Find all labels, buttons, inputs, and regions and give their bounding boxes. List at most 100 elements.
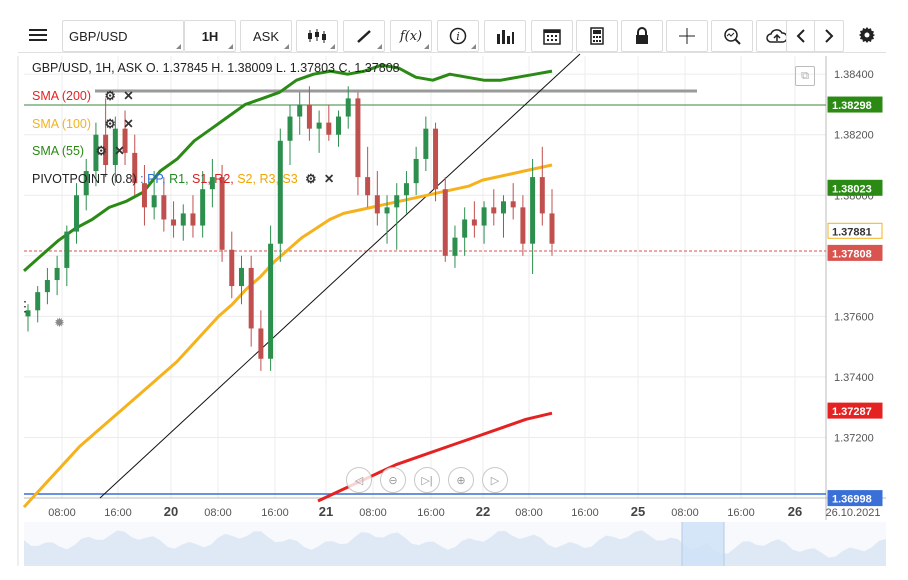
fx-icon[interactable]: f(x): [390, 20, 432, 52]
candle: [423, 116, 429, 172]
price-side-selector[interactable]: ASK: [240, 20, 292, 52]
symbol-selector[interactable]: GBP/USD: [62, 20, 184, 52]
chart-toolbar: GBP/USD 1H ASK f(x) i: [18, 18, 886, 53]
pivot-level-label: R1,: [165, 172, 189, 186]
candle-body: [132, 152, 138, 184]
sma100-legend[interactable]: SMA (100) ⚙ ✕: [32, 116, 134, 131]
candle: [297, 92, 303, 135]
time-tick-label: 08:00: [515, 507, 543, 519]
candle-body: [539, 177, 545, 214]
pivot-level-label: : PP,: [140, 172, 166, 186]
candle: [219, 164, 225, 262]
time-tick-label: 20: [164, 504, 178, 519]
candle: [54, 255, 60, 296]
candles: [25, 86, 555, 371]
close-icon[interactable]: ✕: [123, 89, 134, 103]
gear-icon[interactable]: ⚙: [305, 172, 317, 186]
candle: [394, 183, 400, 250]
close-icon[interactable]: ✕: [123, 117, 134, 131]
reset-icon[interactable]: ▷|: [414, 467, 440, 493]
menu-icon[interactable]: [20, 20, 56, 50]
pivot-legend[interactable]: PIVOTPOINT (0.8) : PP, R1, S1, R2, S2, R…: [32, 171, 334, 186]
zoom-in-icon[interactable]: ⊕: [448, 467, 474, 493]
price-badge-label: 1.37287: [832, 406, 872, 418]
gear-icon[interactable]: ⚙: [104, 89, 116, 103]
candle: [229, 231, 235, 299]
bug-icon[interactable]: ✹: [54, 315, 65, 330]
candle-body: [316, 122, 322, 129]
candle: [462, 207, 468, 256]
time-tick-label: 16:00: [417, 507, 445, 519]
candle-body: [171, 219, 177, 226]
price-badge: 1.38023: [827, 179, 883, 196]
candle-body: [471, 219, 477, 226]
candle-body: [74, 195, 80, 232]
candle: [35, 286, 41, 323]
candle: [442, 177, 448, 262]
candle-body: [25, 310, 31, 317]
close-icon[interactable]: ✕: [114, 144, 125, 158]
candle: [103, 98, 109, 178]
price-tick-label: 1.38400: [834, 69, 874, 81]
zoom-icon[interactable]: [711, 20, 753, 52]
candle: [520, 195, 526, 256]
sma200-label: SMA (200): [32, 89, 92, 103]
time-tick-label: 16:00: [104, 507, 132, 519]
sma200-legend[interactable]: SMA (200) ⚙ ✕: [32, 88, 134, 103]
candle-body: [306, 104, 312, 129]
interval-selector[interactable]: 1H: [184, 20, 236, 52]
candle: [171, 201, 177, 238]
sma55-line: [23, 63, 553, 273]
candle: [306, 86, 312, 141]
scroll-right-icon[interactable]: ▷: [482, 467, 508, 493]
time-tick-label: 16:00: [571, 507, 599, 519]
candle: [491, 189, 497, 226]
drag-handle[interactable]: ⋮: [18, 298, 32, 314]
candle: [452, 225, 458, 268]
bar-chart-icon[interactable]: [484, 20, 526, 52]
candle: [122, 110, 128, 165]
price-badge: 1.38298: [827, 96, 883, 113]
price-tick-label: 1.37600: [834, 311, 874, 323]
gear-icon[interactable]: ⚙: [104, 117, 116, 131]
pen-icon[interactable]: [343, 20, 385, 52]
lock-icon[interactable]: [621, 20, 663, 52]
candle-body: [423, 128, 429, 159]
price-badge: 1.36998: [827, 490, 883, 507]
pivot-level-label: R2,: [210, 172, 234, 186]
price-badge-label: 1.38023: [832, 183, 872, 195]
candle: [510, 183, 516, 220]
calculator-icon[interactable]: [576, 20, 618, 52]
gear-icon[interactable]: ⚙: [95, 144, 107, 158]
zoom-out-icon[interactable]: ⊖: [380, 467, 406, 493]
pane-separators: [17, 56, 886, 566]
calendar-icon[interactable]: [531, 20, 573, 52]
candle: [287, 104, 293, 165]
price-badge: 1.37881: [827, 222, 883, 239]
candle-type-icon[interactable]: [296, 20, 338, 52]
close-icon[interactable]: ✕: [323, 172, 335, 186]
scroll-left-icon[interactable]: ◁: [346, 467, 372, 493]
candle: [316, 110, 322, 153]
price-badge: 1.37287: [827, 402, 883, 419]
time-tick-label: 22: [476, 504, 490, 519]
candle-body: [248, 267, 254, 329]
candle: [25, 304, 31, 332]
candle-body: [268, 243, 274, 359]
time-tick-label: 26: [788, 504, 802, 519]
popout-icon[interactable]: ⧉: [795, 66, 815, 86]
settings-icon[interactable]: [850, 20, 884, 50]
indicator-lines: [22, 53, 826, 509]
candle: [248, 255, 254, 347]
crosshair-icon[interactable]: [666, 20, 708, 52]
candle-body: [442, 189, 448, 256]
time-tick-label: 26.10.2021: [825, 507, 880, 519]
sma55-legend[interactable]: SMA (55) ⚙ ✕: [32, 143, 125, 158]
candle: [74, 183, 80, 244]
time-axis: 08:00 16:00 20 08:00 16:00 21 08:00 16:00 22 08:0…: [48, 504, 880, 519]
info-icon[interactable]: i: [437, 20, 479, 52]
candle-body: [209, 177, 215, 190]
time-tick-label: 25: [631, 504, 645, 519]
arrow-right-icon[interactable]: [814, 20, 844, 52]
